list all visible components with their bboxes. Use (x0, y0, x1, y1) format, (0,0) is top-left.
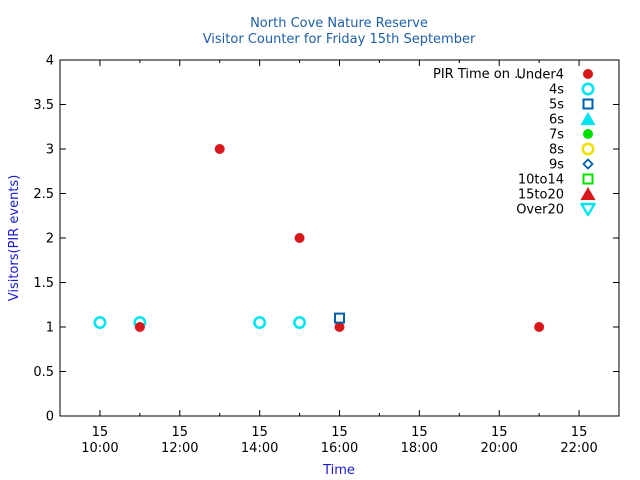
legend-marker (580, 187, 596, 200)
x-tick-day-label: 15 (331, 425, 348, 440)
x-axis-title: Time (322, 463, 355, 478)
legend-label: Under4 (516, 68, 564, 83)
legend-marker (582, 173, 594, 185)
x-tick-time-label: 10:00 (81, 441, 118, 456)
chart-title: North Cove Nature Reserve (250, 16, 428, 31)
legend-label: 9s (549, 158, 564, 173)
data-point (334, 322, 345, 332)
y-tick-label: 0 (46, 410, 54, 425)
legend-label: 5s (549, 98, 564, 113)
data-marks (93, 144, 545, 332)
legend-marker (582, 158, 594, 170)
legend-marker (581, 142, 595, 156)
y-tick-label: 1.5 (33, 276, 54, 291)
legend-marker (581, 82, 595, 96)
data-point (134, 322, 145, 332)
y-tick-label: 4 (46, 54, 54, 69)
plot-frame (59, 59, 620, 417)
x-tick-time-label: 22:00 (560, 441, 597, 456)
legend-marker (580, 202, 596, 217)
x-tick-day-label: 15 (251, 425, 268, 440)
legend-label: 8s (549, 143, 564, 158)
chart-subtitle: Visitor Counter for Friday 15th Septembe… (203, 32, 476, 47)
legend-label: 7s (549, 128, 564, 143)
legend-label: 4s (549, 83, 564, 98)
y-tick-label: 2 (46, 232, 54, 247)
legend-title: PIR Time on .. (433, 67, 522, 82)
legend-label: Over20 (516, 203, 564, 218)
x-tick-day-label: 15 (571, 425, 588, 440)
legend-marker (582, 98, 594, 110)
y-tick-label: 3 (46, 143, 54, 158)
legend-marker (580, 112, 596, 125)
axis-tick-marks (59, 59, 620, 417)
legend-marker (583, 129, 593, 139)
data-point (334, 312, 345, 324)
legend-label: 10to14 (518, 173, 564, 188)
x-tick-day-label: 15 (172, 425, 189, 440)
data-point (534, 322, 545, 332)
x-tick-time-label: 20:00 (480, 441, 517, 456)
data-point (253, 316, 267, 330)
axis-ticks: 00.511.522.533.541510:001512:001514:0015… (33, 54, 620, 456)
x-tick-time-label: 14:00 (241, 441, 278, 456)
x-tick-time-label: 18:00 (401, 441, 438, 456)
data-point (294, 233, 305, 243)
x-tick-day-label: 15 (411, 425, 428, 440)
y-tick-label: 2.5 (33, 187, 54, 202)
x-tick-day-label: 15 (92, 425, 109, 440)
legend-label: 15to20 (518, 188, 564, 203)
legend-label: 6s (549, 113, 564, 128)
y-tick-label: 1 (46, 321, 54, 336)
x-tick-time-label: 12:00 (161, 441, 198, 456)
x-tick-time-label: 16:00 (321, 441, 358, 456)
y-tick-label: 3.5 (33, 98, 54, 113)
legend-marker (583, 69, 593, 79)
y-axis-title: Visitors(PIR events) (7, 175, 22, 302)
data-point (214, 144, 225, 154)
x-tick-day-label: 15 (491, 425, 508, 440)
y-tick-label: 0.5 (33, 365, 54, 380)
data-point (93, 316, 107, 330)
data-point (293, 316, 307, 330)
